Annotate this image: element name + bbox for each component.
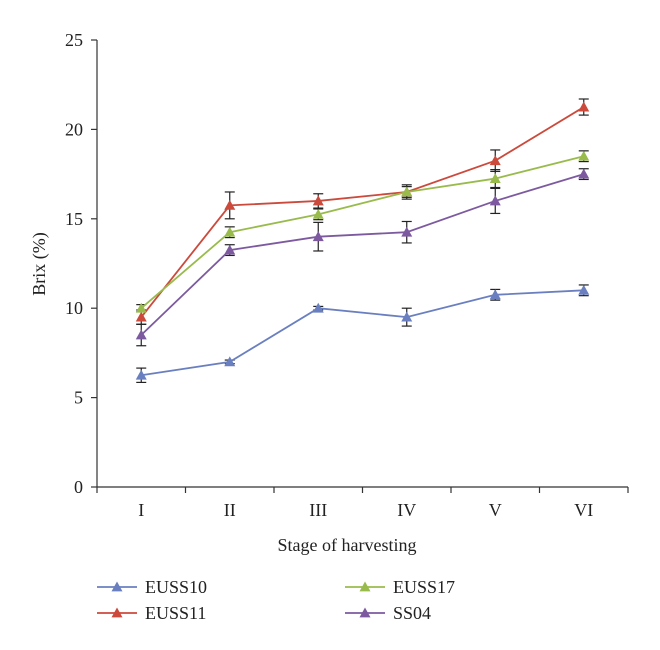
data-point-euss10	[489, 289, 501, 300]
series-layer	[135, 98, 590, 384]
legend-item-ss04: SS04	[345, 603, 431, 623]
data-point-euss11	[578, 101, 590, 112]
x-tick-label: VI	[574, 500, 593, 520]
data-point-euss10	[224, 356, 236, 367]
data-point-euss11	[135, 311, 147, 322]
series-line-euss11	[140, 106, 585, 318]
axes	[91, 39, 629, 493]
y-tick-label: 0	[74, 477, 83, 497]
series-euss17	[135, 150, 590, 313]
data-point-euss11	[224, 199, 236, 210]
data-point-ss04	[135, 329, 147, 340]
series-euss11	[135, 98, 590, 325]
x-tick-label: V	[489, 500, 502, 520]
data-point-euss10	[135, 369, 147, 380]
data-point-ss04	[489, 195, 501, 206]
data-point-euss17	[312, 208, 324, 219]
legend-label: EUSS10	[145, 577, 207, 597]
data-point-euss17	[489, 173, 501, 183]
legend-item-euss11: EUSS11	[97, 603, 206, 623]
legend-marker	[111, 581, 123, 592]
data-point-euss10	[401, 311, 413, 322]
y-tick-label: 10	[65, 298, 83, 318]
data-point-ss04	[578, 168, 590, 179]
x-tick-labels: I II III IV V VI	[138, 500, 593, 520]
data-point-euss10	[312, 302, 324, 313]
series-line-ss04	[140, 173, 585, 336]
legend-item-euss17: EUSS17	[345, 577, 455, 597]
legend-item-euss10: EUSS10	[97, 577, 207, 597]
data-point-euss17	[224, 226, 236, 237]
x-tick-label: I	[138, 500, 144, 520]
legend-marker	[359, 581, 371, 592]
legend: EUSS10 EUSS11 EUSS17 SS04	[97, 577, 455, 623]
y-tick-label: 15	[65, 209, 83, 229]
x-axis-title: Stage of harvesting	[278, 535, 417, 555]
data-point-ss04	[401, 226, 413, 237]
data-point-euss17	[135, 302, 147, 313]
y-tick-label: 25	[65, 30, 83, 50]
data-point-euss11	[312, 195, 324, 206]
y-tick-labels: 0 5 10 15 20 25	[65, 30, 83, 497]
legend-label: SS04	[393, 603, 431, 623]
y-tick-label: 20	[65, 119, 83, 139]
data-point-euss10	[578, 284, 590, 295]
data-point-euss17	[401, 186, 413, 197]
series-line-euss10	[141, 289, 584, 377]
legend-marker	[111, 607, 123, 618]
data-point-euss17	[578, 150, 590, 161]
x-tick-label: II	[224, 500, 236, 520]
data-point-ss04	[224, 244, 236, 255]
series-euss10	[135, 284, 590, 384]
data-point-ss04	[312, 231, 324, 242]
x-tick-label: IV	[397, 500, 416, 520]
y-axis-title: Brix (%)	[29, 232, 50, 295]
y-tick-label: 5	[74, 388, 83, 408]
legend-marker	[359, 607, 371, 618]
data-point-euss11	[489, 155, 501, 166]
legend-label: EUSS17	[393, 577, 455, 597]
legend-label: EUSS11	[145, 603, 206, 623]
x-tick-label: III	[309, 500, 327, 520]
series-ss04	[135, 168, 590, 347]
series-line-euss17	[140, 155, 584, 309]
